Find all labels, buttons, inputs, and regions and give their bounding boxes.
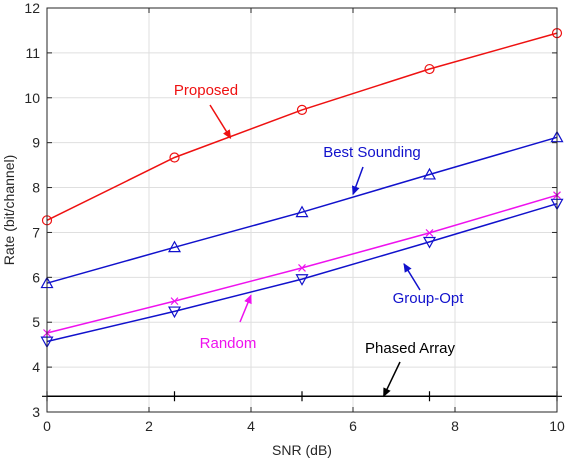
data-point-phased-array	[297, 391, 307, 402]
data-point-random	[425, 228, 434, 237]
annotation-label-random: Random	[200, 335, 257, 352]
x-axis-label: SNR (dB)	[272, 442, 332, 458]
y-tick-label: 3	[32, 404, 40, 420]
y-tick-label: 6	[32, 269, 40, 285]
annotation-proposed: Proposed	[174, 82, 238, 140]
data-point-best-sounding	[295, 205, 309, 218]
series-line-best-sounding	[46, 136, 558, 284]
annotation-arrow-proposed	[209, 104, 232, 140]
data-point-proposed	[296, 104, 308, 115]
annotation-label-phased-array: Phased Array	[365, 340, 456, 357]
data-point-phased-array	[169, 391, 180, 402]
annotation-arrow-group-opt	[403, 263, 421, 291]
y-tick-label: 7	[32, 224, 40, 240]
data-point-proposed	[169, 152, 180, 163]
annotation-arrow-phased-array	[382, 361, 401, 398]
annotation-best-sounding: Best Sounding	[323, 144, 421, 196]
annotation-random: Random	[200, 294, 257, 352]
x-tick-label: 10	[549, 418, 565, 434]
y-tick-label: 9	[32, 135, 40, 151]
data-point-group-opt	[422, 236, 437, 249]
y-tick-label: 12	[24, 0, 40, 16]
data-point-group-opt	[167, 306, 182, 319]
annotation-arrow-best-sounding	[351, 166, 364, 196]
annotation-phased-array: Phased Array	[365, 340, 456, 398]
data-point-proposed	[424, 63, 435, 75]
data-point-group-opt	[295, 274, 309, 286]
annotation-group-opt: Group-Opt	[393, 263, 465, 307]
annotations-group: Proposed Best Sounding Group-Opt Random Phas…	[174, 82, 465, 398]
x-tick-label: 0	[43, 418, 51, 434]
x-tick-label: 8	[451, 418, 459, 434]
annotation-label-group-opt: Group-Opt	[393, 290, 465, 307]
y-tick-label: 5	[32, 314, 40, 330]
annotation-arrow-random	[239, 294, 252, 323]
data-point-best-sounding	[422, 167, 437, 180]
annotation-label-proposed: Proposed	[174, 82, 238, 99]
x-tick-label: 4	[247, 418, 255, 434]
y-tick-label: 11	[25, 45, 40, 61]
y-axis-label: Rate (bit/channel)	[1, 155, 17, 266]
y-tick-label: 10	[24, 90, 40, 106]
y-tick-label: 8	[32, 180, 40, 196]
data-point-random	[298, 263, 306, 272]
series-line-group-opt	[46, 202, 558, 343]
plot-frame	[46, 7, 558, 413]
x-tick-label: 6	[349, 418, 357, 434]
data-point-phased-array	[424, 391, 435, 402]
axis-ticks: 0 2 4 6 8 10 3 4 5 6 7 8 9 10 11 12	[24, 0, 565, 434]
data-point-random	[170, 297, 179, 306]
series-best-sounding	[40, 130, 564, 289]
annotation-label-best-sounding: Best Sounding	[323, 144, 421, 161]
plot-area	[47, 8, 557, 412]
data-point-best-sounding	[167, 240, 182, 253]
x-tick-label: 2	[145, 418, 153, 434]
series-group	[40, 28, 564, 402]
y-tick-label: 4	[32, 359, 40, 375]
series-line-proposed	[46, 32, 558, 221]
